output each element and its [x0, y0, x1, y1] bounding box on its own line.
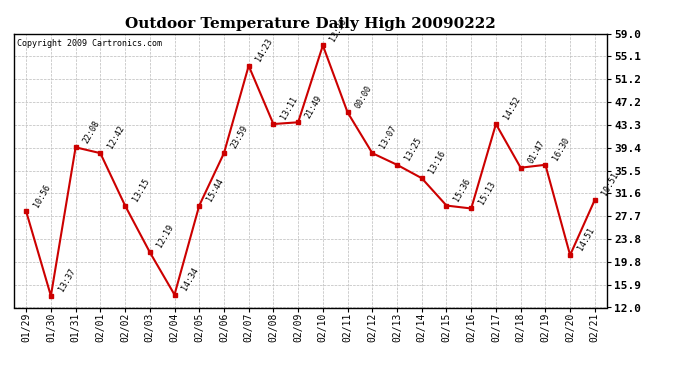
Text: 01:47: 01:47 — [526, 139, 546, 165]
Text: 14:52: 14:52 — [502, 95, 522, 121]
Text: 13:25: 13:25 — [402, 136, 423, 162]
Text: 13:16: 13:16 — [427, 149, 448, 176]
Text: 00:00: 00:00 — [353, 84, 373, 110]
Text: Copyright 2009 Cartronics.com: Copyright 2009 Cartronics.com — [17, 39, 161, 48]
Text: 13:37: 13:37 — [57, 267, 77, 293]
Title: Outdoor Temperature Daily High 20090222: Outdoor Temperature Daily High 20090222 — [125, 17, 496, 31]
Text: 15:44: 15:44 — [205, 177, 225, 203]
Text: 13:36: 13:36 — [328, 16, 348, 43]
Text: 14:51: 14:51 — [575, 226, 596, 252]
Text: 13:15: 13:15 — [130, 177, 151, 203]
Text: 14:23: 14:23 — [254, 37, 275, 63]
Text: 10:56: 10:56 — [32, 183, 52, 209]
Text: 15:13: 15:13 — [477, 180, 497, 206]
Text: 16:30: 16:30 — [551, 136, 571, 162]
Text: 12:19: 12:19 — [155, 223, 176, 249]
Text: 21:49: 21:49 — [304, 93, 324, 120]
Text: 23:59: 23:59 — [230, 124, 250, 150]
Text: 13:11: 13:11 — [279, 95, 299, 121]
Text: 12:42: 12:42 — [106, 124, 126, 150]
Text: 10:51: 10:51 — [600, 171, 621, 197]
Text: 13:07: 13:07 — [378, 124, 398, 150]
Text: 14:34: 14:34 — [180, 266, 200, 292]
Text: 15:36: 15:36 — [452, 177, 473, 203]
Text: 22:08: 22:08 — [81, 118, 101, 144]
